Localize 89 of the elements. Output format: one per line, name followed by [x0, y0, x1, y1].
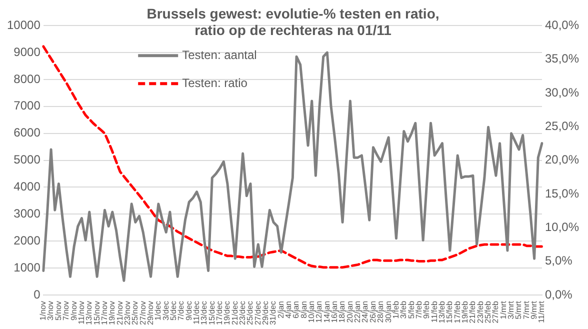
x-tick-label: 1/nov: [38, 300, 48, 321]
y-tick-label: 4000: [14, 180, 41, 194]
x-tick-label: 23/dec: [238, 300, 248, 326]
x-tick-label: 1/mrt: [498, 300, 508, 320]
x-tick-label: 13/nov: [84, 300, 94, 326]
x-tick-label: 9/nov: [69, 300, 78, 321]
x-tick-label: 15/nov: [92, 300, 102, 326]
x-tick-label: 3/dec: [161, 300, 170, 321]
x-tick-label: 27/nov: [138, 300, 148, 326]
x-tick-label: 23/feb: [476, 300, 485, 324]
x-tick-label: 17/dec: [215, 300, 224, 326]
x-tick-label: 6/jan: [292, 300, 301, 318]
x-tick-label: 11/mrt: [537, 300, 546, 324]
x-tick-label: 25/feb: [483, 300, 492, 324]
x-tick-label: 19/dec: [222, 300, 232, 326]
x-tick-label: 1/dec: [154, 300, 163, 321]
x-tick-label: 31/dec: [268, 300, 278, 326]
x-tick-label: 17/nov: [100, 300, 109, 326]
x-tick-label: 26/jan: [368, 300, 378, 323]
x-tick-label: 23/nov: [122, 300, 132, 326]
y2-tick-label: 10,0%: [544, 220, 580, 234]
chart-title: Brussels gewest: evolutie-% testen en ratio, ratio op de rechteras na 01/11: [146, 5, 440, 38]
y-tick-label: 0: [34, 287, 41, 302]
x-tick-label: 19/feb: [460, 300, 470, 324]
x-tick-label: 28/jan: [376, 300, 386, 323]
y2-tick-label: 0,0%: [544, 287, 573, 302]
y-tick-label: 9000: [14, 44, 41, 59]
y-tick-label: 2000: [14, 233, 41, 248]
y-tick-label: 3000: [14, 206, 41, 220]
x-tick-label: 12/jan: [314, 300, 324, 323]
y2-tick-label: 40,0%: [544, 18, 580, 32]
x-tick-label: 4/jan: [284, 300, 294, 318]
x-tick-label: 3/feb: [399, 300, 408, 319]
y-tick-label: 8000: [14, 72, 41, 86]
x-tick-label: 13/dec: [200, 300, 209, 326]
x-tick-label: 13/feb: [437, 300, 446, 324]
x-tick-label: 1/feb: [391, 300, 400, 319]
legend-label: Testen: ratio: [182, 76, 248, 90]
y-tick-label: 5000: [14, 152, 41, 167]
x-tick-label: 5/feb: [406, 300, 416, 319]
y2-tick-label: 35,0%: [544, 52, 580, 66]
x-tick-label: 5/nov: [54, 300, 63, 321]
x-tick-label: 29/dec: [261, 300, 270, 326]
x-tick-label: 7/feb: [414, 300, 424, 319]
y-tick-label: 10000: [6, 18, 41, 32]
x-tick-label: 21/feb: [468, 300, 478, 324]
x-tick-label: 2/jan: [276, 300, 286, 318]
x-tick-label: 21/dec: [230, 300, 240, 326]
y-tick-label: 7000: [14, 98, 41, 113]
x-tick-label: 11/feb: [430, 300, 439, 323]
x-tick-label: 7/nov: [62, 300, 71, 321]
x-tick-label: 30/jan: [384, 300, 393, 323]
x-tick-label: 19/nov: [108, 300, 117, 326]
x-tick-label: 14/jan: [322, 300, 332, 323]
y2-tick-label: 15,0%: [544, 186, 580, 200]
x-tick-label: 9/mrt: [530, 300, 539, 320]
y-tick-label: 1000: [14, 260, 41, 274]
x-tick-label: 15/dec: [207, 300, 216, 326]
x-tick-label: 18/jan: [338, 300, 347, 323]
x-tick-label: 11/dec: [192, 300, 201, 324]
x-tick-label: 3/mrt: [506, 300, 516, 320]
x-tick-label: 24/jan: [360, 300, 370, 323]
x-tick-label: 22/jan: [353, 300, 362, 323]
x-tick-label: 7/dec: [176, 300, 186, 321]
x-tick-label: 25/dec: [246, 300, 255, 326]
x-tick-label: 27/feb: [491, 300, 500, 324]
y2-tick-label: 30,0%: [544, 85, 580, 100]
x-tick-label: 16/jan: [330, 300, 340, 323]
y-tick-label: 6000: [14, 126, 41, 140]
x-tick-label: 27/dec: [253, 300, 262, 326]
x-tick-label: 10/jan: [307, 300, 316, 323]
x-tick-label: 20/jan: [345, 300, 354, 323]
x-tick-label: 5/dec: [168, 300, 178, 321]
x-tick-label: 8/jan: [299, 300, 308, 318]
x-tick-label: 21/nov: [115, 300, 124, 326]
x-tick-label: 17/feb: [452, 300, 462, 324]
x-tick-label: 9/feb: [422, 300, 432, 319]
legend-label: Testen: aantal: [182, 48, 257, 62]
x-tick-label: 29/nov: [146, 300, 155, 326]
x-tick-label: 15/feb: [445, 300, 454, 324]
x-tick-label: 9/dec: [184, 300, 194, 321]
x-tick-label: 11/nov: [76, 300, 86, 324]
y2-tick-label: 25,0%: [544, 118, 580, 133]
x-tick-label: 5/mrt: [514, 300, 524, 320]
y2-tick-label: 5,0%: [544, 254, 573, 268]
x-tick-label: 7/mrt: [522, 300, 531, 320]
x-tick-label: 3/nov: [46, 300, 56, 321]
y2-tick-label: 20,0%: [544, 152, 580, 167]
x-tick-label: 25/nov: [130, 300, 140, 326]
